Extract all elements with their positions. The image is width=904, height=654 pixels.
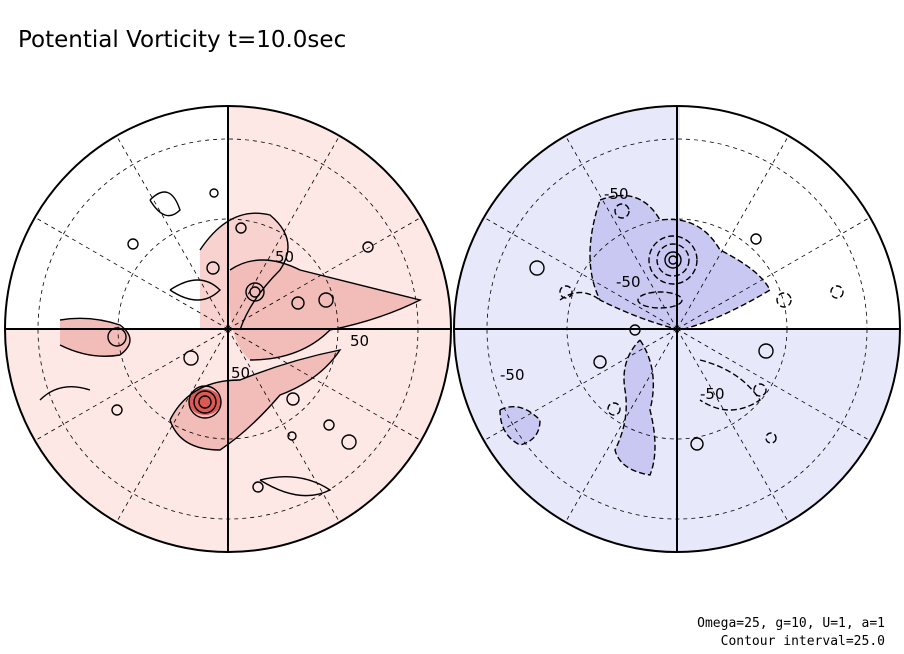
contour-interval-line: Contour interval=25.0 [721, 634, 885, 649]
left-contour-label: 50 [231, 364, 250, 382]
figure-title: Potential Vorticity t=10.0sec [18, 27, 346, 53]
right-hemisphere: -50 -50 -50 -50 [453, 105, 901, 553]
right-contour-label: -50 [700, 385, 725, 403]
right-contour-label: -50 [604, 185, 629, 203]
params-line: Omega=25, g=10, U=1, a=1 [697, 616, 885, 631]
right-contour-label: -50 [500, 366, 525, 384]
left-hemisphere: 50 50 50 [4, 105, 452, 553]
left-contour-label: 50 [275, 248, 294, 266]
left-west-lobe [60, 318, 130, 357]
left-central-strong-region [229, 260, 420, 360]
right-west-strong-patch [500, 406, 540, 445]
left-contour-label: 50 [350, 332, 369, 350]
left-spiral-arm [170, 350, 340, 450]
right-contour-label: -50 [616, 273, 641, 291]
right-lower-strong-arm [615, 340, 655, 475]
